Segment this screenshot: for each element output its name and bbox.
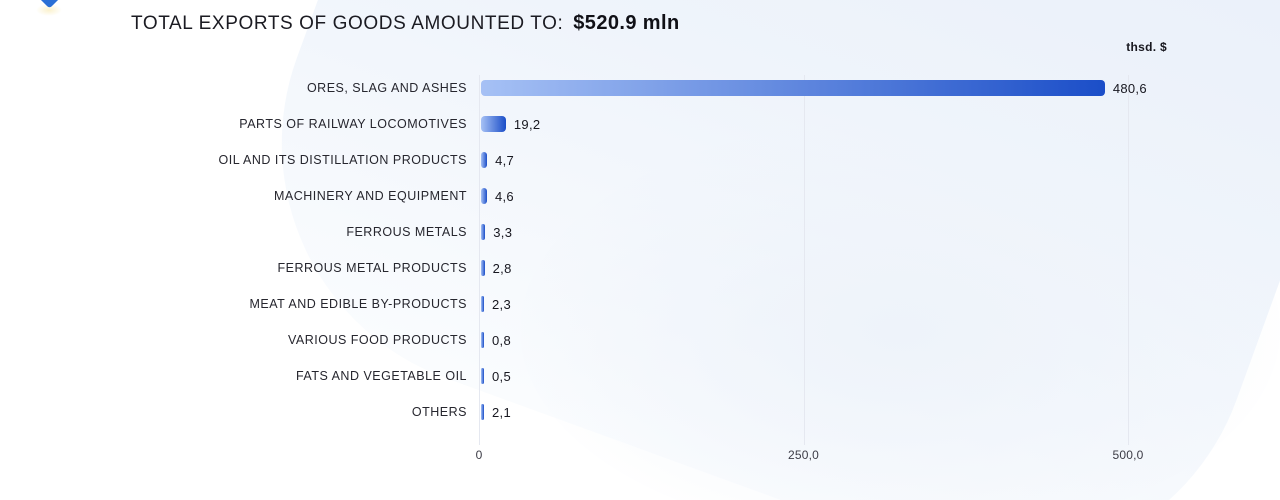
bar-value-label: 19,2 (513, 116, 541, 132)
bar-value-label: 4,7 (495, 152, 515, 168)
bar-row: MEAT AND EDIBLE BY-PRODUCTS 2,3 (0, 286, 1280, 322)
bar-value-label: 0,5 (492, 368, 511, 384)
x-axis-tick-label: 500,0 (1112, 448, 1144, 462)
category-label: FATS AND VEGETABLE OIL (295, 369, 467, 383)
background-blob-soft (520, 120, 1280, 500)
bar-row: FERROUS METAL PRODUCTS 2,8 (0, 250, 1280, 286)
bar-value-label: 0,8 (492, 332, 511, 348)
gridline (1128, 75, 1129, 445)
category-label: ORES, SLAG AND ASHES (306, 81, 467, 95)
bar (481, 188, 487, 204)
category-label: FERROUS METAL PRODUCTS (277, 261, 467, 275)
bar (481, 296, 484, 312)
category-label: MACHINERY AND EQUIPMENT (273, 189, 467, 203)
category-label: VARIOUS FOOD PRODUCTS (287, 333, 467, 347)
bar (481, 260, 485, 276)
category-label: OTHERS (411, 405, 467, 419)
bar (481, 224, 486, 240)
bar (481, 80, 1105, 96)
x-axis-tick-label: 250,0 (787, 448, 820, 462)
bar-row: MACHINERY AND EQUIPMENT 4,6 (0, 178, 1280, 214)
bar-row: ORES, SLAG AND ASHES 480,6 (0, 70, 1280, 106)
gridline (803, 75, 805, 445)
bar-row: PARTS OF RAILWAY LOCOMOTIVES 19,2 (0, 106, 1280, 142)
axis-unit-label: thsd. $ (1126, 40, 1167, 54)
bar-row: FERROUS METALS 3,3 (0, 214, 1280, 250)
page-title: TOTAL EXPORTS OF GOODS AMOUNTED TO: $520… (131, 12, 680, 35)
bar (481, 368, 484, 384)
category-label: PARTS OF RAILWAY LOCOMOTIVES (239, 117, 467, 131)
category-label: MEAT AND EDIBLE BY-PRODUCTS (249, 297, 467, 311)
bar-row: OTHERS 2,1 (0, 394, 1280, 430)
bar-value-label: 2,8 (492, 260, 512, 276)
bar (481, 116, 506, 132)
bar-value-label: 2,3 (492, 296, 511, 312)
bar-value-label: 2,1 (492, 404, 511, 420)
bar-value-label: 4,6 (494, 188, 514, 204)
bar-row: OIL AND ITS DISTILLATION PRODUCTS 4,7 (0, 142, 1280, 178)
bar-value-label: 3,3 (493, 224, 513, 240)
bar (481, 404, 484, 420)
bar-value-label: 480,6 (1112, 80, 1147, 96)
title-prefix: TOTAL EXPORTS OF GOODS AMOUNTED TO: (131, 13, 564, 34)
title-total-value: $520.9 mln (573, 12, 680, 34)
bar-row: VARIOUS FOOD PRODUCTS 0,8 (0, 322, 1280, 358)
x-axis-tick-label: 0 (475, 448, 483, 462)
category-label: OIL AND ITS DISTILLATION PRODUCTS (218, 153, 467, 167)
logo-glow (36, 4, 62, 16)
bar (481, 152, 488, 168)
bar-row: FATS AND VEGETABLE OIL 0,5 (0, 358, 1280, 394)
category-label: FERROUS METALS (346, 225, 467, 239)
gridline (479, 75, 480, 445)
bar (481, 332, 484, 348)
